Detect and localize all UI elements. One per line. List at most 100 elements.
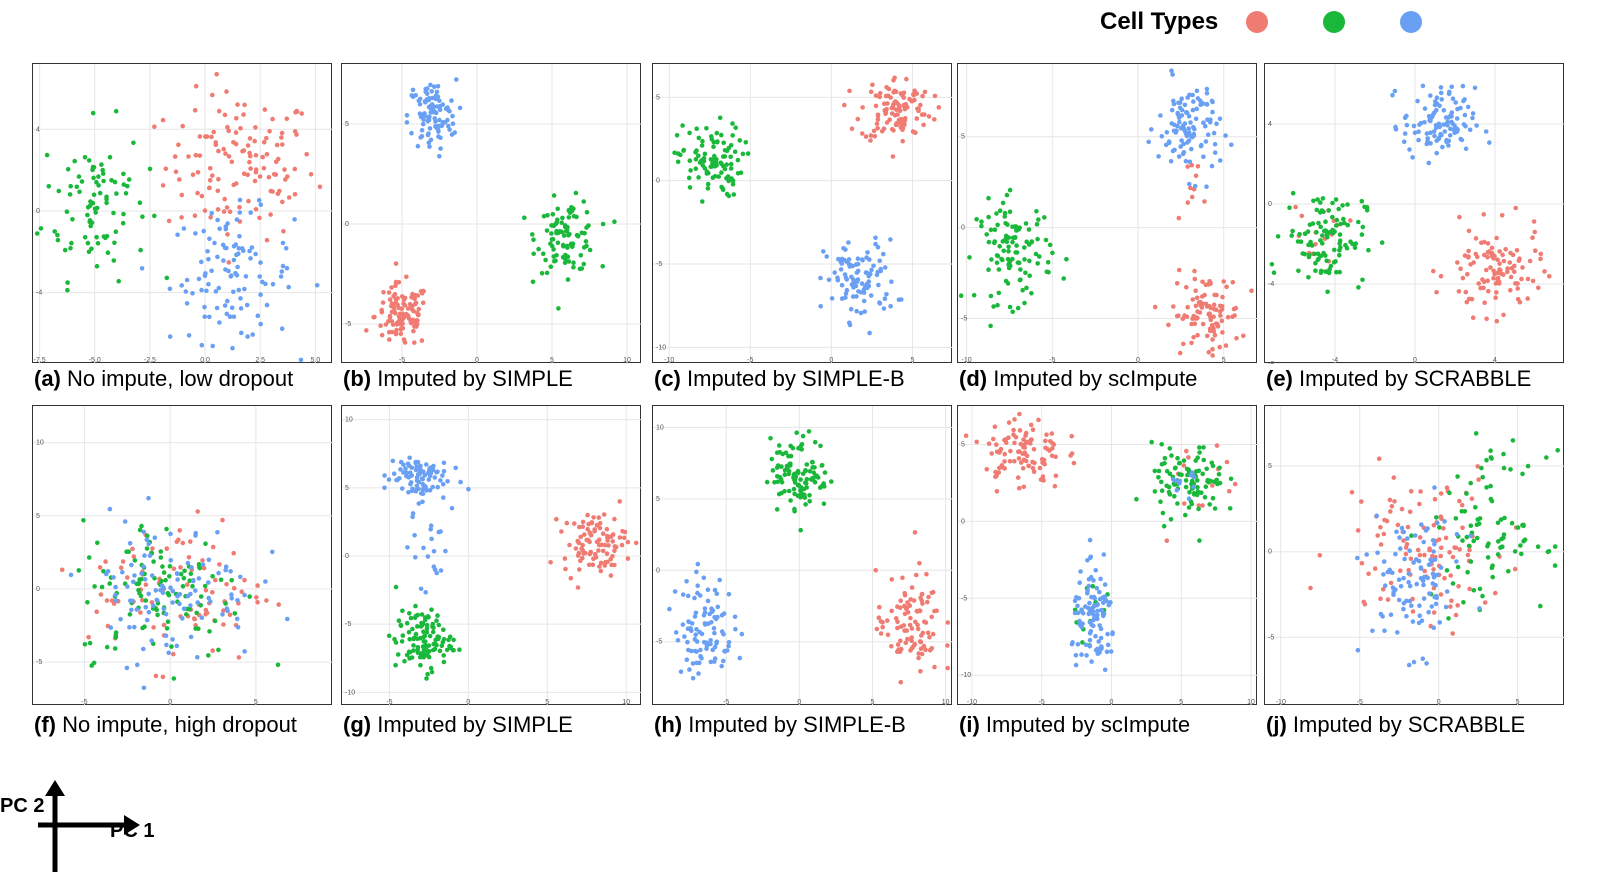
scatter-point [210, 544, 216, 550]
scatter-point [581, 199, 586, 204]
scatter-point [967, 255, 972, 260]
scatter-point [780, 451, 785, 457]
scatter-point [193, 530, 198, 536]
scatter-point [418, 135, 423, 140]
scatter-point [851, 277, 856, 282]
panel-letter: (j) [1266, 712, 1287, 737]
scatter-point [168, 585, 173, 590]
scatter-point [1193, 288, 1198, 294]
scatter-point [164, 642, 169, 648]
scatter-point [383, 322, 389, 327]
scatter-point [410, 291, 415, 297]
scatter-point [1499, 536, 1504, 542]
scatter-point [1187, 181, 1192, 187]
scatter-point [440, 473, 445, 478]
scatter-point [158, 555, 164, 560]
scatter-point [1390, 570, 1395, 576]
scatter-point [700, 163, 706, 168]
scatter-point [1302, 251, 1307, 257]
scatter-point [1184, 466, 1190, 472]
scatter-point [1194, 106, 1199, 112]
scatter-point [871, 128, 877, 134]
scatter-point [692, 648, 698, 654]
scatter-point [597, 564, 602, 569]
scatter-point [79, 179, 85, 184]
scatter-point [971, 292, 977, 298]
scatter-point [1458, 136, 1463, 142]
scatter-point [1431, 610, 1437, 615]
scatter-point [1348, 218, 1353, 223]
scatter-point [1214, 443, 1220, 448]
scatter-point [541, 251, 546, 257]
scatter-point [1437, 525, 1442, 530]
scatter-point [880, 624, 885, 630]
scatter-point [414, 310, 420, 316]
scatter-point [693, 149, 698, 155]
panel-caption-text: Imputed by SIMPLE [371, 366, 573, 391]
scatter-point [596, 548, 601, 553]
scatter-point [167, 574, 172, 579]
scatter-point [612, 516, 617, 522]
scatter-point [431, 549, 437, 554]
scatter-point [1196, 506, 1201, 512]
scatter-point [1378, 596, 1383, 601]
scatter-point [829, 479, 834, 484]
x-tick-label: 5 [545, 699, 549, 706]
scatter-point [740, 151, 746, 157]
scatter-point [441, 469, 447, 474]
scatter-point [1388, 612, 1394, 617]
scatter-point [1387, 497, 1393, 503]
scatter-point [1422, 552, 1427, 558]
scatter-point [1434, 95, 1440, 100]
scatter-point [437, 154, 442, 159]
scatter-point [441, 627, 446, 632]
scatter-point [1542, 269, 1547, 274]
scatter-point [1494, 290, 1499, 295]
scatter-point [1215, 321, 1220, 327]
scatter-point [1197, 310, 1203, 315]
scatter-point [204, 610, 210, 616]
scatter-point [1398, 546, 1403, 551]
scatter-point [1179, 138, 1184, 143]
scatter-point [1343, 242, 1348, 248]
scatter-point [1455, 564, 1461, 570]
scatter-point [1152, 489, 1158, 494]
scatter-point [1212, 141, 1218, 147]
scatter-point [1505, 269, 1510, 275]
scatter-point [1177, 480, 1182, 486]
scatter-point [402, 658, 407, 664]
x-tick-label: -5 [386, 699, 392, 706]
scatter-point [555, 240, 561, 246]
scatter-point [694, 660, 699, 666]
scatter-point [215, 217, 220, 223]
scatter-point [450, 113, 455, 119]
scatter-point [1420, 656, 1426, 661]
scatter-point [721, 154, 726, 159]
scatter-point [1323, 219, 1328, 224]
scatter-point [253, 207, 259, 212]
scatter-point [1013, 250, 1018, 255]
scatter-point [226, 268, 231, 274]
scatter-point [427, 466, 432, 472]
scatter-point [844, 277, 850, 282]
scatter-point [1036, 217, 1041, 222]
scatter-point [715, 139, 720, 144]
scatter-point [531, 251, 536, 257]
scatter-point [1045, 260, 1051, 265]
scatter-point [1409, 603, 1414, 608]
scatter-point [1450, 631, 1455, 636]
scatter-point [131, 579, 136, 585]
scatter-point [247, 150, 252, 156]
scatter-point [874, 272, 880, 278]
scatter-point [1366, 571, 1371, 577]
scatter-point [237, 210, 243, 215]
scatter-point [821, 501, 827, 506]
scatter-point [95, 241, 101, 246]
scatter-point [1105, 642, 1111, 648]
scatter-point [140, 598, 145, 603]
scatter-point [1508, 250, 1513, 256]
scatter-point [1026, 227, 1032, 232]
scatter-point [1234, 336, 1239, 341]
scatter-point [1146, 139, 1151, 145]
scatter-point [1431, 575, 1437, 580]
